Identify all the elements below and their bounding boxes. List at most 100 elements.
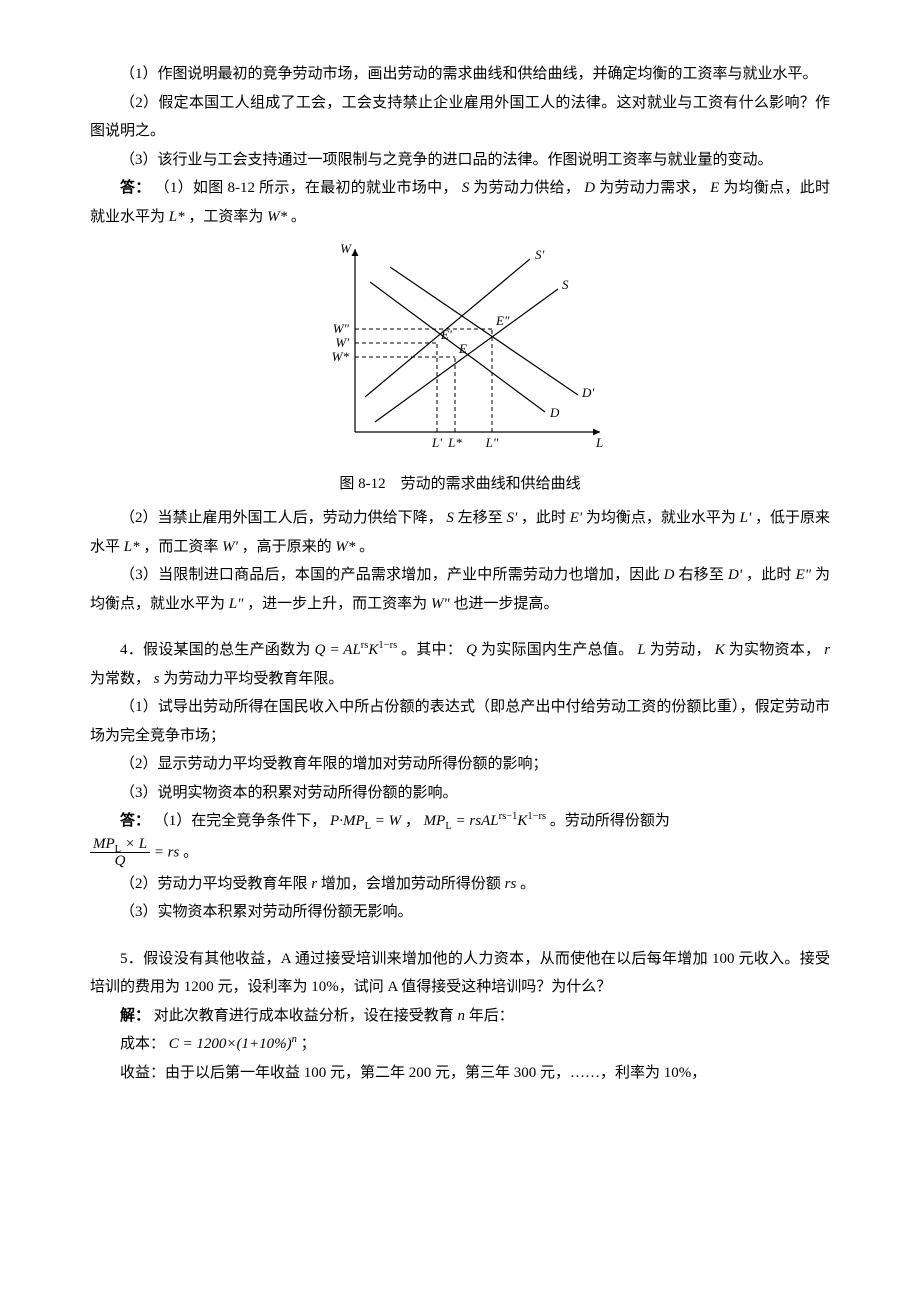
sym-S: S <box>462 180 470 196</box>
frac-num-a: MP <box>93 836 115 852</box>
sym-Dp: D' <box>728 567 742 583</box>
a5-p1b: 年后： <box>469 1008 514 1024</box>
cost-label: 成本： <box>120 1036 165 1052</box>
a1-p3a: （3）当限制进口商品后，本国的产品需求增加，产业中所需劳动力也增加，因此 <box>120 567 664 583</box>
a1-p3c: ，此时 <box>746 567 796 583</box>
eq2exp1: rs−1 <box>499 811 518 822</box>
sym-rs: rs <box>505 876 517 892</box>
solve-label: 解： <box>120 1007 150 1024</box>
a4-p2b: 增加，会增加劳动所得份额 <box>321 876 505 892</box>
svg-text:W*: W* <box>332 349 350 364</box>
frac-num-b: × L <box>121 836 147 852</box>
svg-text:L*: L* <box>447 435 462 450</box>
sym-Sp: S' <box>506 510 517 526</box>
a1-p1b: 为劳动力供给， <box>473 180 580 196</box>
svg-text:S': S' <box>535 247 545 262</box>
sym-Epp: E" <box>796 567 811 583</box>
eq-pmpl: P·MPL = W <box>330 813 405 829</box>
sym-D: D <box>584 180 595 196</box>
a1-p1: 答： （1）如图 8-12 所示，在最初的就业市场中， S 为劳动力供给， D … <box>90 174 830 231</box>
a4-p1a: （1）在完全竞争条件下， <box>154 813 327 829</box>
eq2c: K <box>517 813 527 829</box>
a1-p2f: ，而工资率 <box>143 539 222 555</box>
a5-p1: 解： 对此次教育进行成本收益分析，设在接受教育 n 年后： <box>90 1002 830 1031</box>
sym-E: E <box>710 180 719 196</box>
sym-D2: D <box>664 567 675 583</box>
eq2b: = rsAL <box>452 813 499 829</box>
q4a: 4．假设某国的总生产函数为 <box>120 642 315 658</box>
svg-text:W": W" <box>333 321 350 336</box>
sym-Q: Q <box>466 642 477 658</box>
q5-text: 5．假设没有其他收益，A 通过接受培训来增加他的人力资本，从而使他在以后每年增加… <box>90 945 830 1002</box>
a1-p1c: 为劳动力需求， <box>599 180 706 196</box>
svg-text:L: L <box>595 435 603 450</box>
a4-p2c: 。 <box>520 876 535 892</box>
cost-exp: n <box>292 1034 297 1045</box>
q4-fn-a: Q = AL <box>315 642 361 658</box>
share-fraction: MPL × L Q <box>90 836 150 870</box>
svg-text:W: W <box>340 241 352 256</box>
a1-p3: （3）当限制进口商品后，本国的产品需求增加，产业中所需劳动力也增加，因此 D 右… <box>90 561 830 618</box>
a1-p2a: （2）当禁止雇用外国工人后，劳动力供给下降， <box>120 510 443 526</box>
a1-p3f: 也进一步提高。 <box>453 596 558 612</box>
q4-head: 4．假设某国的总生产函数为 Q = ALrsK1−rs 。其中： Q 为实际国内… <box>90 636 830 693</box>
q4-fn: Q = ALrsK1−rs <box>315 642 402 658</box>
q4c: 为实际国内生产总值。 <box>481 642 633 658</box>
svg-text:D': D' <box>581 385 594 400</box>
a1-p2d: 为均衡点，就业水平为 <box>586 510 740 526</box>
cost-eq: C = 1200×(1+10%)n <box>169 1036 301 1052</box>
svg-text:E": E" <box>495 313 510 328</box>
eq1b: = W <box>371 813 401 829</box>
q4b: 。其中： <box>401 642 462 658</box>
frac-num: MPL × L <box>90 836 150 854</box>
cost-end: ； <box>301 1036 316 1052</box>
a1-p3e: ，进一步上升，而工资率为 <box>247 596 431 612</box>
q4-exp2: 1−rs <box>378 640 397 651</box>
q1-part2: （2）假定本国工人组成了工会，工会支持禁止企业雇用外国工人的法律。这对就业与工资… <box>90 89 830 146</box>
a4-fraction-line: MPL × L Q = rs 。 <box>90 836 830 870</box>
figure-caption: 图 8-12 劳动的需求曲线和供给曲线 <box>90 470 830 499</box>
svg-text:E: E <box>458 341 467 356</box>
sym-Lpp: L" <box>229 596 244 612</box>
svg-text:S: S <box>562 277 569 292</box>
svg-text:L": L" <box>485 435 499 450</box>
q4e: 为实物资本， <box>729 642 820 658</box>
q4-K: K <box>368 642 378 658</box>
a5-cost: 成本： C = 1200×(1+10%)n ； <box>90 1030 830 1059</box>
sym-r2: r <box>311 876 317 892</box>
q4-p3: （3）说明实物资本的积累对劳动所得份额的影响。 <box>90 779 830 808</box>
a4-p2a: （2）劳动力平均受教育年限 <box>120 876 311 892</box>
a4-p1b: ， <box>405 813 420 829</box>
svg-text:L': L' <box>431 435 442 450</box>
sym-Ep: E' <box>570 510 582 526</box>
eq-mpl: MPL = rsALrs−1K1−rs <box>424 813 550 829</box>
sym-Lstar2: L* <box>124 539 140 555</box>
answer-label: 答： <box>120 179 151 196</box>
q1-part3: （3）该行业与工会支持通过一项限制与之竞争的进口品的法律。作图说明工资率与就业量… <box>90 146 830 175</box>
cost-eq-a: C = 1200×(1+10%) <box>169 1036 292 1052</box>
svg-text:D: D <box>549 405 560 420</box>
eq2exp2: 1−rs <box>527 811 546 822</box>
q4g: 为劳动力平均受教育年限。 <box>163 671 343 687</box>
supply-demand-diagram: WLSS'DD'EE'E"W"W'W*L'L*L" <box>310 237 610 457</box>
sym-Wpp: W" <box>431 596 450 612</box>
svg-text:W': W' <box>335 335 349 350</box>
frac-eq: = rs <box>154 844 180 860</box>
sym-Wp: W' <box>222 539 238 555</box>
sym-Lp: L' <box>740 510 752 526</box>
a1-p3b: 右移至 <box>678 567 728 583</box>
frac-end: 。 <box>183 844 198 860</box>
eq1a: P·MP <box>330 813 365 829</box>
a1-p2c: ，此时 <box>521 510 570 526</box>
sym-Lstar: L* <box>169 209 185 225</box>
a1-p2b: 左移至 <box>458 510 507 526</box>
q1-part1: （1）作图说明最初的竞争劳动市场，画出劳动的需求曲线和供给曲线，并确定均衡的工资… <box>90 60 830 89</box>
a4-p1: 答： （1）在完全竞争条件下， P·MPL = W ， MPL = rsALrs… <box>90 807 830 836</box>
a4-p2: （2）劳动力平均受教育年限 r 增加，会增加劳动所得份额 rs 。 <box>90 870 830 899</box>
figure-8-12: WLSS'DD'EE'E"W"W'W*L'L*L" <box>90 237 830 468</box>
sym-Wstar2: W* <box>335 539 355 555</box>
a1-p2: （2）当禁止雇用外国工人后，劳动力供给下降， S 左移至 S' ，此时 E' 为… <box>90 504 830 561</box>
a5-p1a: 对此次教育进行成本收益分析，设在接受教育 <box>154 1008 458 1024</box>
a1-p1f: 。 <box>291 209 306 225</box>
a4-p1c: 。劳动所得份额为 <box>550 813 670 829</box>
